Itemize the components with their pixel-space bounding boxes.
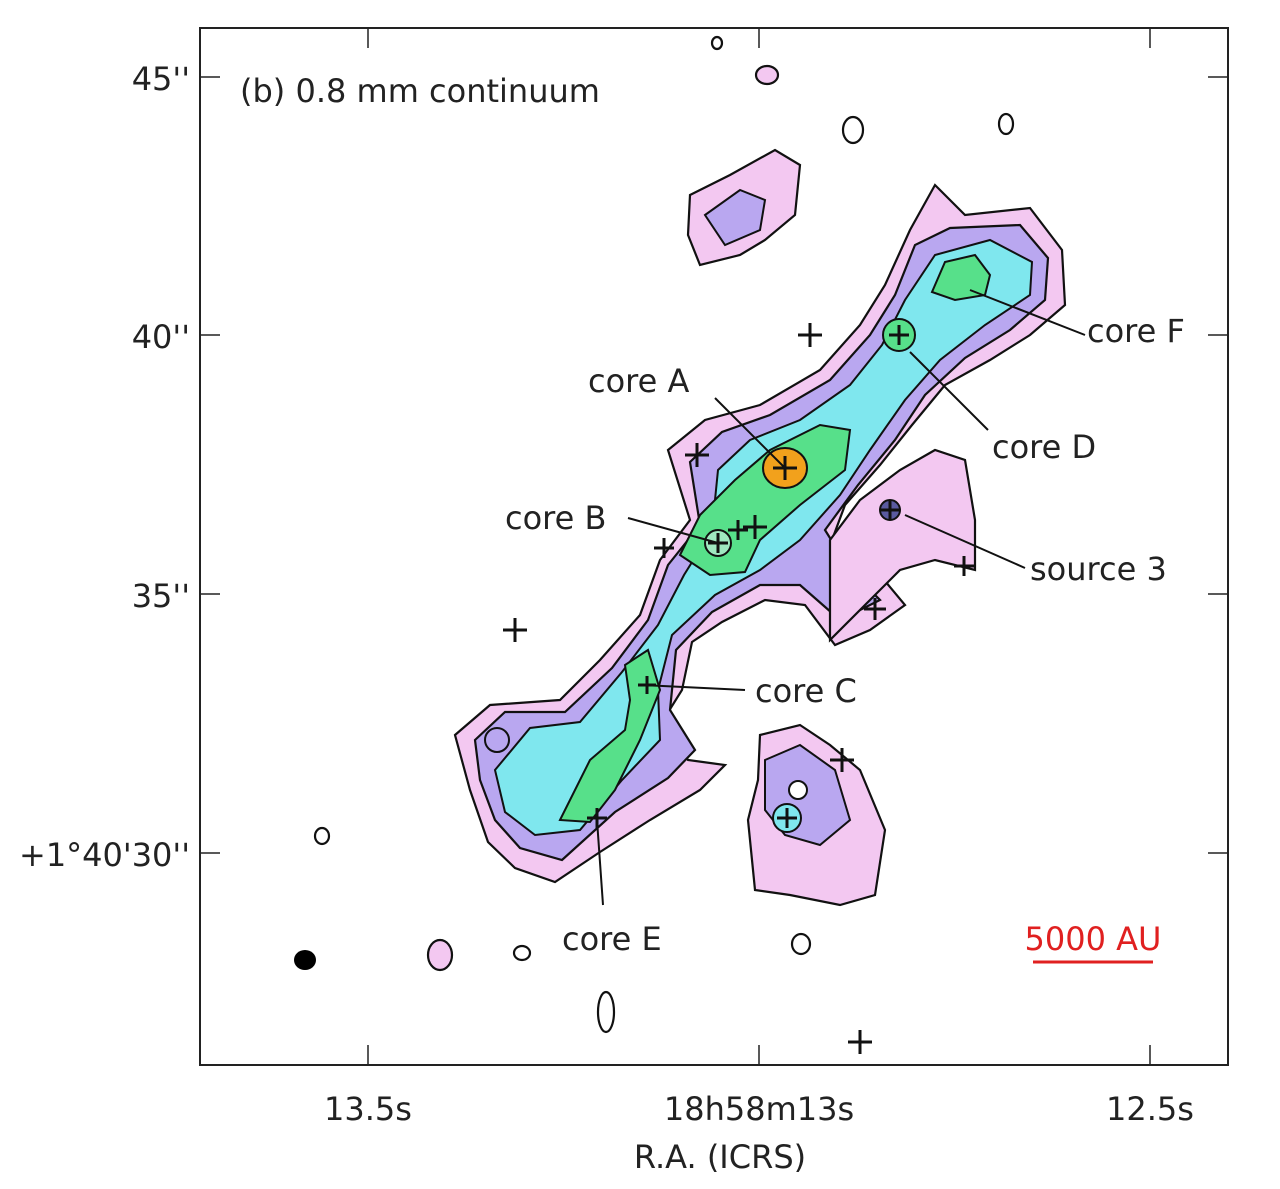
x-tick-label: 12.5s xyxy=(1106,1090,1194,1128)
annotation: core C xyxy=(755,672,857,710)
axis-ticks xyxy=(200,28,1228,1065)
scale-bar-label: 5000 AU xyxy=(1025,920,1162,958)
x-tick-label: 18h58m13s xyxy=(664,1090,854,1128)
panel-title: (b) 0.8 mm continuum xyxy=(240,72,600,110)
plot-frame xyxy=(199,27,1229,1066)
annotation: core F xyxy=(1087,312,1185,350)
emission-map xyxy=(294,35,1067,1034)
x-tick-label: 13.5s xyxy=(324,1090,412,1128)
y-tick-label: 35'' xyxy=(132,577,190,615)
annotation: source 3 xyxy=(1030,550,1167,588)
annotation: core E xyxy=(562,920,662,958)
annotation-leaders xyxy=(596,289,1086,906)
annotation: core A xyxy=(588,362,689,400)
annotation: core D xyxy=(992,428,1096,466)
y-tick-label: 40'' xyxy=(132,318,190,356)
y-tick-label: +1°40'30'' xyxy=(19,836,190,874)
x-axis-label: R.A. (ICRS) xyxy=(634,1138,806,1176)
y-tick-label: 45'' xyxy=(132,60,190,98)
annotation: core B xyxy=(505,499,606,537)
